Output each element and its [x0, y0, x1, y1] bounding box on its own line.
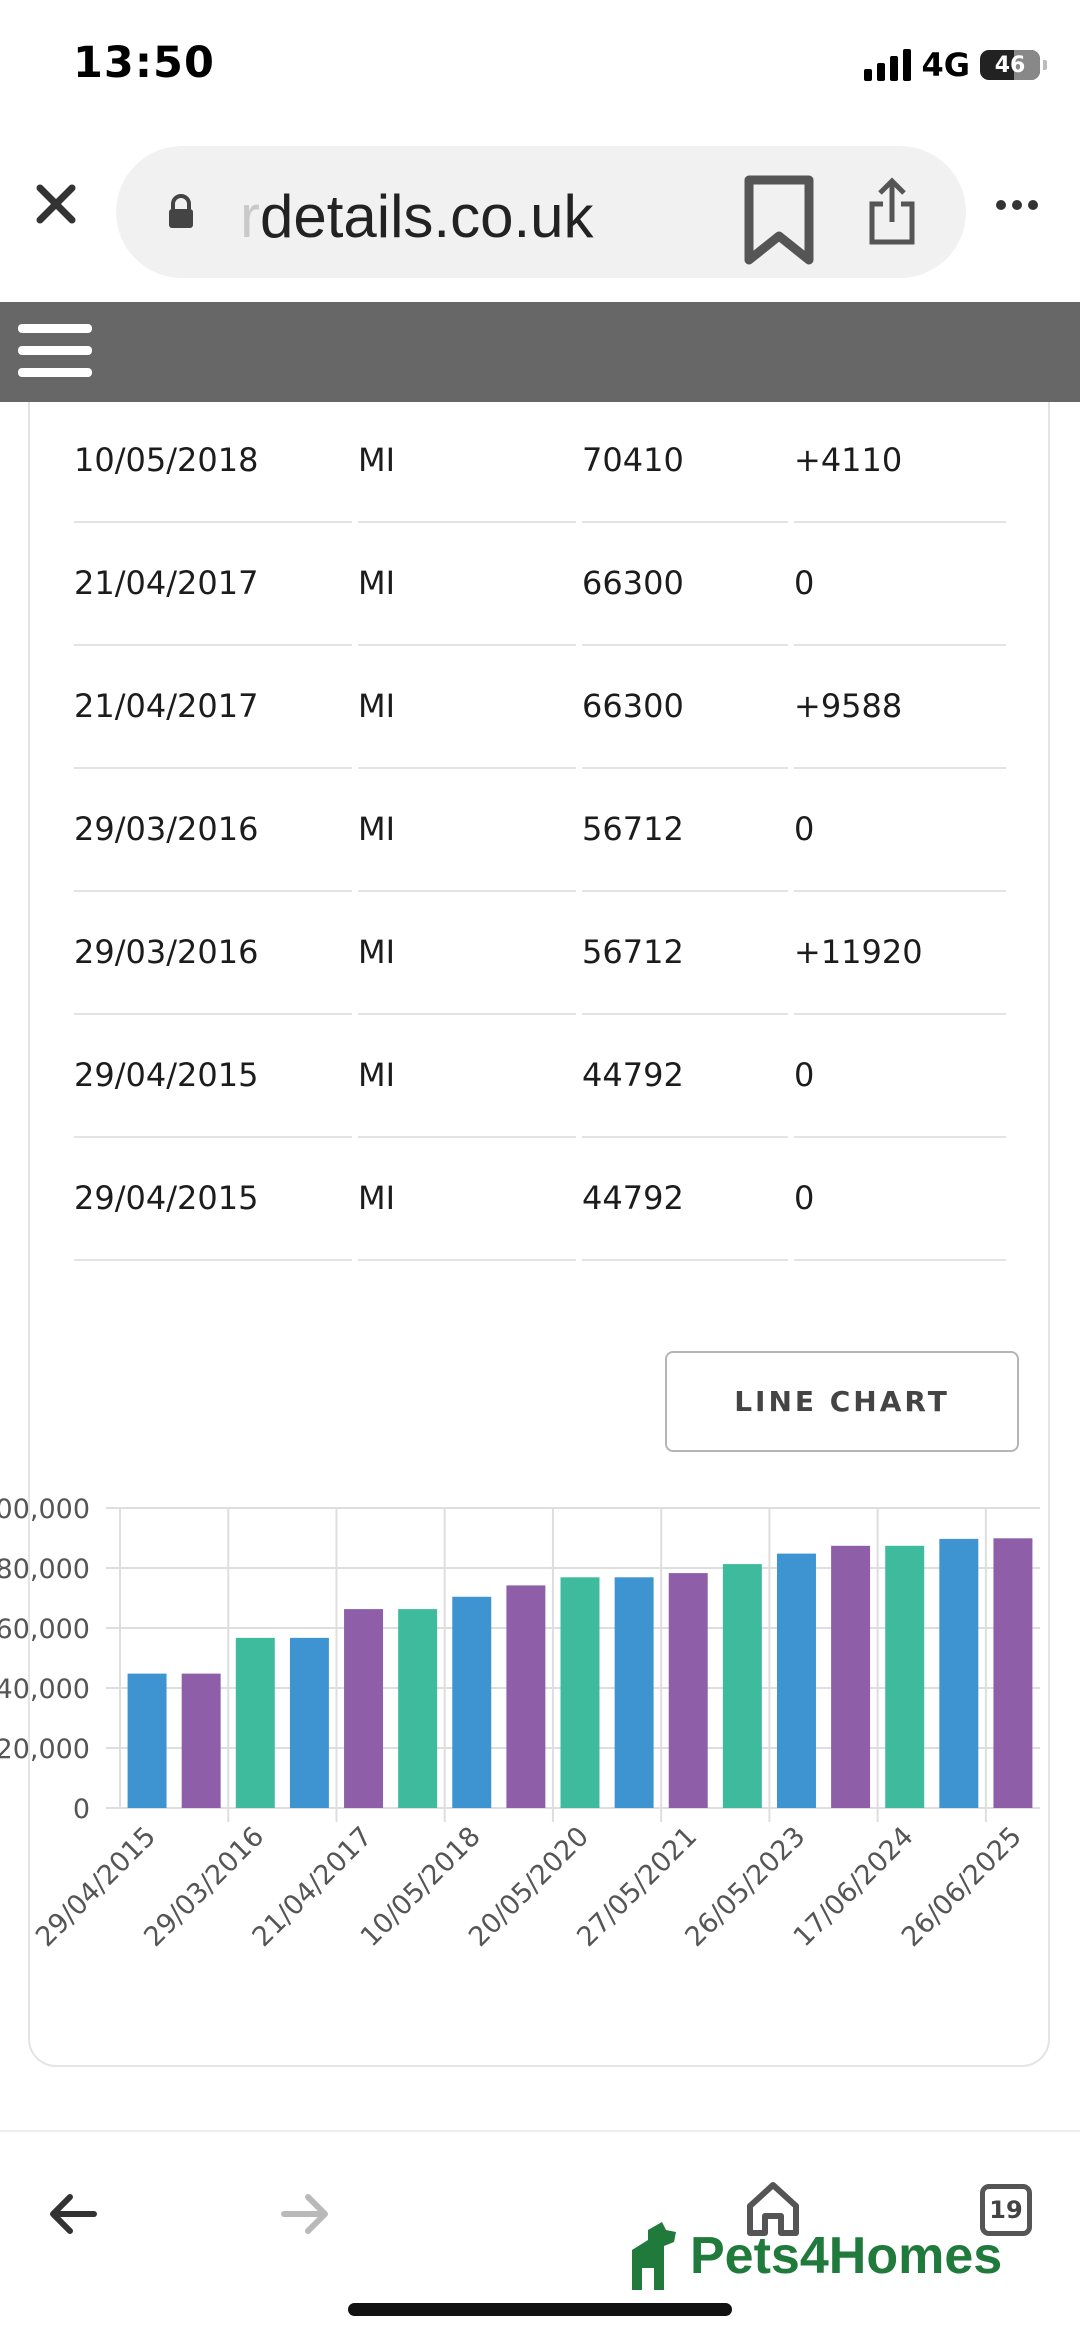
- bar: [614, 1577, 654, 1808]
- bar: [560, 1577, 600, 1808]
- hamburger-icon[interactable]: [18, 324, 92, 380]
- bookmark-icon[interactable]: [741, 174, 817, 266]
- network-label: 4G: [921, 46, 970, 84]
- row-result: MI: [358, 771, 576, 892]
- bar: [344, 1609, 384, 1808]
- row-result: MI: [358, 1140, 576, 1261]
- row-date: 29/03/2016: [74, 894, 352, 1015]
- y-tick-label: 100,000: [0, 1494, 90, 1525]
- mileage-bar-chart: 020,00040,00060,00080,000100,00029/04/20…: [0, 1494, 1040, 1953]
- y-tick-label: 60,000: [0, 1614, 90, 1645]
- ad-logo-text: Pets4Homes: [690, 2227, 1003, 2285]
- forward-icon[interactable]: [280, 2192, 330, 2236]
- bar: [885, 1545, 925, 1808]
- row-result: MI: [358, 525, 576, 646]
- y-tick-label: 40,000: [0, 1674, 90, 1705]
- close-icon[interactable]: [30, 178, 82, 230]
- bar: [127, 1673, 167, 1808]
- battery-level: 46: [994, 52, 1026, 78]
- url-domain: details.co.uk: [259, 183, 594, 250]
- home-icon[interactable]: [745, 2180, 801, 2238]
- table-row: 29/04/2015 MI 44792 0: [74, 1017, 1006, 1140]
- row-result: MI: [358, 1017, 576, 1138]
- bar: [398, 1609, 438, 1808]
- share-icon[interactable]: [866, 176, 918, 248]
- row-date: 21/04/2017: [74, 648, 352, 769]
- row-mileage: 56712: [582, 894, 788, 1015]
- row-mileage: 66300: [582, 648, 788, 769]
- row-mileage: 70410: [582, 402, 788, 523]
- row-result: MI: [358, 648, 576, 769]
- bar: [993, 1538, 1033, 1808]
- y-tick-label: 0: [73, 1794, 90, 1825]
- status-time: 13:50: [73, 38, 215, 88]
- lock-icon: [169, 194, 193, 228]
- line-chart-button[interactable]: LINE CHART: [665, 1351, 1019, 1452]
- row-change: 0: [794, 771, 1006, 892]
- bar: [181, 1673, 221, 1808]
- bar: [776, 1553, 816, 1808]
- row-date: 29/04/2015: [74, 1140, 352, 1261]
- bar: [722, 1564, 762, 1808]
- row-result: MI: [358, 894, 576, 1015]
- row-change: +9588: [794, 648, 1006, 769]
- row-date: 29/04/2015: [74, 1017, 352, 1138]
- bar: [831, 1545, 871, 1808]
- table-row: 29/04/2015 MI 44792 0: [74, 1140, 1006, 1263]
- browser-toolbar: rdetails.co.uk: [0, 130, 1080, 302]
- bar: [939, 1538, 979, 1808]
- home-indicator: [348, 2303, 732, 2316]
- row-result: MI: [358, 402, 576, 523]
- row-change: 0: [794, 525, 1006, 646]
- mileage-table: 10/05/2018 MI 70410 +4110 21/04/2017 MI 66300 0…: [74, 402, 1006, 1263]
- bar: [289, 1637, 329, 1808]
- row-date: 21/04/2017: [74, 525, 352, 646]
- row-change: 0: [794, 1140, 1006, 1261]
- bar: [452, 1596, 492, 1808]
- table-row: 10/05/2018 MI 70410 +4110: [74, 402, 1006, 525]
- ad-logo[interactable]: Pets4Homes: [626, 2220, 1002, 2292]
- more-icon[interactable]: [996, 200, 1038, 210]
- row-date: 10/05/2018: [74, 402, 352, 523]
- table-row: 29/03/2016 MI 56712 0: [74, 771, 1006, 894]
- status-bar: 13:50 4G 46: [0, 0, 1080, 130]
- url-text[interactable]: rdetails.co.uk: [240, 182, 594, 251]
- y-tick-label: 80,000: [0, 1554, 90, 1585]
- url-faded-prefix: r: [240, 183, 260, 250]
- pets4homes-logo-icon: [632, 2222, 676, 2290]
- bar: [668, 1573, 708, 1808]
- row-change: +4110: [794, 402, 1006, 523]
- bar: [235, 1637, 275, 1808]
- battery-icon: 46: [980, 50, 1047, 80]
- table-row: 29/03/2016 MI 56712 +11920: [74, 894, 1006, 1017]
- row-change: 0: [794, 1017, 1006, 1138]
- table-row: 21/04/2017 MI 66300 0: [74, 525, 1006, 648]
- table-row: 21/04/2017 MI 66300 +9588: [74, 648, 1006, 771]
- row-date: 29/03/2016: [74, 771, 352, 892]
- y-tick-label: 20,000: [0, 1734, 90, 1765]
- back-icon[interactable]: [48, 2192, 98, 2236]
- tabs-icon[interactable]: 19: [980, 2184, 1032, 2236]
- row-mileage: 44792: [582, 1017, 788, 1138]
- site-header: [0, 302, 1080, 402]
- bar: [506, 1585, 546, 1808]
- row-mileage: 66300: [582, 525, 788, 646]
- address-bar[interactable]: rdetails.co.uk: [116, 146, 966, 278]
- status-indicators: 4G 46: [864, 46, 1047, 84]
- row-change: +11920: [794, 894, 1006, 1015]
- row-mileage: 56712: [582, 771, 788, 892]
- row-mileage: 44792: [582, 1140, 788, 1261]
- signal-icon: [864, 49, 912, 81]
